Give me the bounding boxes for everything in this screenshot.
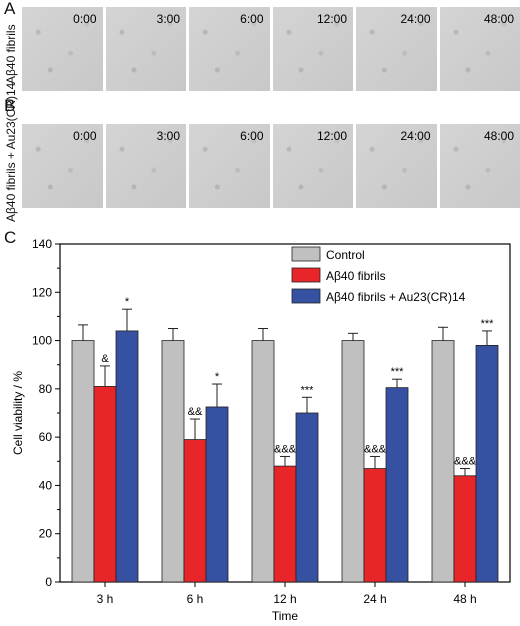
legend-swatch [291,267,321,283]
bar [251,340,275,583]
bar [205,406,229,583]
frame-time-label: 6:00 [240,12,264,26]
micrograph-frame: 3:00 [105,7,186,91]
legend-label: Aβ40 fibrils [326,269,386,283]
panel-c-letter: C [4,228,17,247]
frame-time-label: 24:00 [400,129,431,143]
bar [93,386,117,583]
y-tick-label: 100 [32,334,52,348]
panel-a-letter: A [4,0,16,18]
frame-time-label: 3:00 [156,129,180,143]
micrograph-frame: 48:00 [439,7,520,91]
x-tick-label: 3 h [97,592,114,606]
y-tick-label: 20 [39,527,53,541]
bar [295,412,319,583]
micrograph-frame: 24:00 [356,124,437,208]
x-tick-label: 48 h [453,592,476,606]
bar [431,340,455,583]
frame-time-label: 12:00 [316,129,347,143]
micrograph-frame: 6:00 [189,124,270,208]
micrograph-frame: 24:00 [356,7,437,91]
frame-time-label: 3:00 [156,12,180,26]
panel-a-frames: 0:00 3:00 6:00 12:00 24:00 48:00 [22,7,520,91]
x-axis-label: Time [272,609,299,623]
legend-swatch [291,288,321,304]
x-tick-label: 24 h [363,592,386,606]
y-tick-label: 60 [39,430,53,444]
cell-viability-chart: 0 20 40 60 80 100 120 140 3 h & * 6 h && * 12 h &&& *** 2… [11,237,511,623]
significance-label: * [125,296,130,308]
bar [363,468,387,583]
micrograph-frame: 48:00 [439,124,520,208]
y-tick-label: 120 [32,285,52,299]
frame-time-label: 24:00 [400,12,431,26]
panel-b-frames: 0:00 3:00 6:00 12:00 24:00 48:00 [22,124,520,208]
x-tick-label: 12 h [273,592,296,606]
y-axis-label: Cell viability / % [11,371,25,455]
y-tick-label: 80 [39,382,53,396]
bar [183,439,207,583]
significance-label: &&& [274,443,297,455]
frame-time-label: 0:00 [73,12,97,26]
bar [273,465,297,583]
legend-label: Control [326,248,365,262]
x-tick-label: 6 h [187,592,204,606]
frame-time-label: 48:00 [483,12,514,26]
bar [71,340,95,583]
frame-time-label: 48:00 [483,129,514,143]
significance-label: *** [391,366,405,378]
micrograph-frame: 3:00 [105,124,186,208]
panel-b-letter: B [4,96,16,115]
micrograph-frame: 6:00 [189,7,270,91]
frame-time-label: 12:00 [316,12,347,26]
significance-label: && [188,406,203,418]
significance-label: *** [481,318,495,330]
panel-a-row-label: Aβ40 fibrils [4,24,18,84]
y-tick-label: 40 [39,478,53,492]
bar [453,475,477,583]
y-tick-label: 140 [32,237,52,251]
significance-label: *** [301,384,315,396]
legend-label: Aβ40 fibrils + Au23(CR)14 [326,290,466,304]
frame-time-label: 6:00 [240,129,264,143]
bar [475,345,499,583]
significance-label: & [101,353,109,365]
bar [115,330,139,583]
panel-b-row-label: Aβ40 fibrils + Au23(CR)14 [4,82,18,222]
micrograph-frame: 12:00 [272,7,353,91]
significance-label: &&& [364,443,387,455]
y-tick-label: 0 [45,575,52,589]
bar [385,387,409,583]
legend-swatch [291,246,321,262]
frame-time-label: 0:00 [73,129,97,143]
bar [341,340,365,583]
bar [161,340,185,583]
significance-label: &&& [454,456,477,468]
micrograph-frame: 12:00 [272,124,353,208]
micrograph-frame: 0:00 [22,124,103,208]
significance-label: * [215,371,220,383]
micrograph-frame: 0:00 [22,7,103,91]
